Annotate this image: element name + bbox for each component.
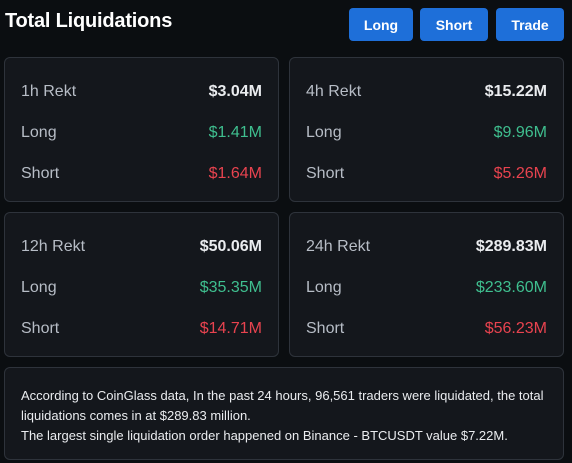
total-value: $15.22M	[484, 83, 547, 100]
header: Total Liquidations Long Short Trade	[0, 0, 572, 48]
long-row: Long $233.60M	[306, 278, 547, 298]
largest-order-text: The largest single liquidation order hap…	[21, 428, 508, 443]
long-label: Long	[21, 124, 57, 141]
short-label: Short	[306, 165, 345, 182]
short-label: Short	[306, 320, 345, 337]
card-12h: 12h Rekt $50.06M Long $35.35M Short $14.…	[4, 212, 279, 357]
trade-button[interactable]: Trade	[496, 8, 564, 41]
total-value: $289.83M	[475, 238, 547, 255]
card-1h: 1h Rekt $3.04M Long $1.41M Short $1.64M	[4, 57, 279, 202]
short-value: $1.64M	[208, 165, 262, 182]
long-row: Long $35.35M	[21, 278, 262, 298]
long-label: Long	[306, 279, 342, 296]
rekt-row: 4h Rekt $15.22M	[306, 82, 547, 102]
total-value: $50.06M	[199, 238, 262, 255]
total-value: $3.04M	[208, 83, 262, 100]
rekt-row: 1h Rekt $3.04M	[21, 82, 262, 102]
short-label: Short	[21, 165, 60, 182]
page-title: Total Liquidations	[5, 10, 173, 32]
summary-text: According to CoinGlass data, In the past…	[21, 388, 544, 423]
card-24h: 24h Rekt $289.83M Long $233.60M Short $5…	[289, 212, 564, 357]
long-label: Long	[21, 279, 57, 296]
short-value: $14.71M	[199, 320, 262, 337]
period-label: 12h Rekt	[21, 238, 86, 255]
summary-panel: According to CoinGlass data, In the past…	[4, 367, 564, 460]
long-value: $35.35M	[199, 279, 262, 296]
long-value: $1.41M	[208, 124, 262, 141]
short-label: Short	[21, 320, 60, 337]
card-4h: 4h Rekt $15.22M Long $9.96M Short $5.26M	[289, 57, 564, 202]
long-value: $9.96M	[493, 124, 547, 141]
period-label: 1h Rekt	[21, 83, 77, 100]
short-row: Short $5.26M	[306, 164, 547, 184]
short-row: Short $56.23M	[306, 319, 547, 339]
short-value: $56.23M	[484, 320, 547, 337]
short-value: $5.26M	[493, 165, 547, 182]
short-row: Short $1.64M	[21, 164, 262, 184]
long-label: Long	[306, 124, 342, 141]
period-label: 24h Rekt	[306, 238, 371, 255]
rekt-row: 12h Rekt $50.06M	[21, 237, 262, 257]
long-value: $233.60M	[475, 279, 547, 296]
rekt-row: 24h Rekt $289.83M	[306, 237, 547, 257]
short-button[interactable]: Short	[420, 8, 488, 41]
long-row: Long $1.41M	[21, 123, 262, 143]
long-button[interactable]: Long	[349, 8, 413, 41]
short-row: Short $14.71M	[21, 319, 262, 339]
long-row: Long $9.96M	[306, 123, 547, 143]
period-label: 4h Rekt	[306, 83, 362, 100]
